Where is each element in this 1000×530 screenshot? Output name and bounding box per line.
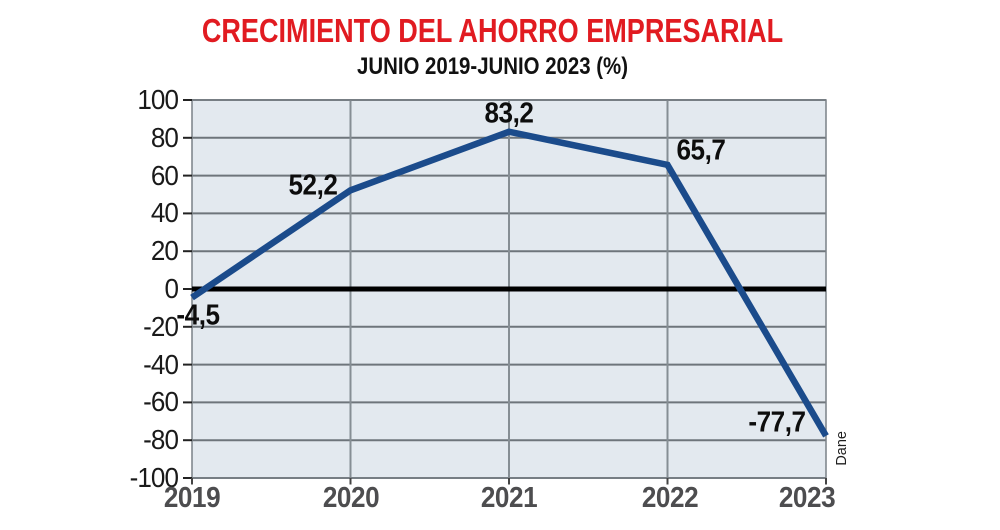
y-axis-label: 20 bbox=[150, 235, 179, 267]
y-axis-label: 80 bbox=[150, 121, 179, 153]
source-credit: Dane bbox=[834, 431, 850, 466]
data-point-label: 83,2 bbox=[484, 97, 534, 130]
data-point-label: -77,7 bbox=[748, 406, 806, 439]
y-axis-label: 60 bbox=[150, 159, 179, 191]
data-line bbox=[190, 128, 829, 438]
y-axis-label: -20 bbox=[143, 310, 179, 342]
x-axis-label: 2022 bbox=[641, 482, 699, 514]
data-point-label: 52,2 bbox=[287, 169, 338, 202]
y-axis-label: -60 bbox=[143, 386, 179, 418]
x-axis-label: 2023 bbox=[778, 482, 836, 514]
chart-subtitle: JUNIO 2019-JUNIO 2023 (%) bbox=[357, 53, 628, 80]
y-axis-label: 100 bbox=[137, 84, 179, 115]
y-axis-label: 40 bbox=[150, 197, 179, 229]
data-point-label: 65,7 bbox=[675, 134, 726, 167]
data-point-label: -4,5 bbox=[176, 299, 220, 331]
x-axis-label: 2019 bbox=[163, 482, 221, 514]
y-axis-label: -100 bbox=[129, 462, 179, 493]
x-axis-label: 2020 bbox=[322, 482, 379, 514]
y-axis-label: -40 bbox=[143, 348, 179, 380]
chart-title: CRECIMIENTO DEL AHORRO EMPRESARIAL bbox=[201, 12, 784, 49]
y-axis-label: 0 bbox=[164, 273, 178, 304]
y-axis-label: -80 bbox=[143, 424, 179, 456]
x-axis-label: 2021 bbox=[480, 482, 538, 514]
